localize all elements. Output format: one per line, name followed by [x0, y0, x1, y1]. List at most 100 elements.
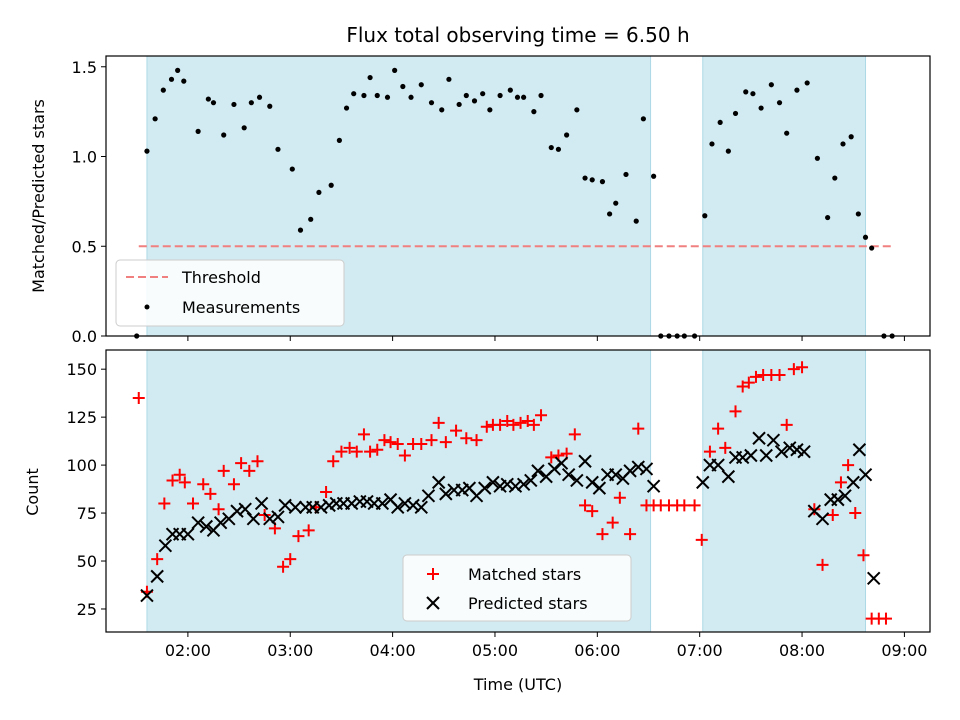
predicted-stars-point: [414, 500, 428, 515]
measurements-point: [814, 155, 821, 161]
measurements-point: [343, 105, 350, 111]
measurements-point: [221, 132, 227, 138]
matched-stars-point: [606, 516, 619, 529]
matched-stars-point: [432, 416, 445, 429]
predicted-stars-point: [314, 500, 328, 515]
measurements-point: [855, 211, 861, 217]
matched-stars-point: [719, 441, 732, 454]
matched-stars-point: [217, 464, 230, 477]
matched-stars-point: [204, 487, 217, 500]
bottom-y-tick-label-2: 75: [77, 504, 97, 523]
measurements-point: [400, 83, 406, 90]
matched-stars-point: [480, 420, 493, 433]
measurements-point: [428, 100, 435, 106]
matched-stars-point: [849, 507, 862, 520]
matched-legend-label: Matched stars: [468, 565, 581, 584]
matched-stars-point: [507, 418, 520, 431]
measurements-point: [709, 141, 715, 147]
measurements-point: [794, 87, 800, 93]
matched-stars-point: [742, 376, 755, 389]
measurements-point: [241, 125, 247, 131]
measurements-point: [538, 92, 544, 99]
predicted-stars-point: [838, 489, 852, 503]
x-tick-label-7: 09:00: [881, 641, 927, 660]
predicted-stars-point: [735, 450, 750, 465]
measurements-point: [840, 141, 846, 147]
top-y-axis-label: Matched/Predicted stars: [29, 99, 48, 293]
predicted-stars-point: [199, 519, 214, 534]
bottom-legend: Matched stars Predicted stars: [402, 554, 632, 622]
x-axis-label: Time (UTC): [473, 675, 562, 694]
measurements-point: [439, 107, 445, 113]
matched-stars-point: [857, 549, 870, 562]
predicted-stars-point: [711, 458, 725, 472]
predicted-legend-label: Predicted stars: [468, 594, 588, 613]
measurements-point: [548, 144, 554, 151]
predicted-stars-point: [478, 481, 492, 495]
matched-stars-point: [212, 503, 225, 516]
top-y-tick-label-2: 1.0: [72, 148, 97, 167]
predicted-stars-point: [516, 477, 531, 491]
predicted-stars-point: [213, 515, 228, 530]
matched-stars-point: [235, 457, 248, 470]
predicted-stars-point: [774, 444, 789, 459]
predicted-stars-series: [140, 431, 881, 603]
matched-stars-point: [712, 422, 725, 435]
predicted-stars-point: [570, 473, 584, 488]
predicted-stars-point: [288, 500, 303, 515]
predicted-stars-point: [150, 569, 164, 584]
x-tick-label-3: 05:00: [472, 641, 518, 660]
matched-stars-point: [364, 445, 377, 458]
measurements-point: [574, 107, 580, 113]
matched-stars-point: [729, 405, 742, 418]
predicted-stars-point: [375, 496, 390, 511]
top-legend-box: [115, 259, 345, 327]
matched-stars-point: [632, 422, 645, 435]
x-tick-label-2: 04:00: [370, 641, 416, 660]
matched-stars-point: [521, 414, 534, 427]
measurements-point: [825, 214, 831, 221]
predicted-stars-point: [759, 448, 773, 463]
measurements-point: [640, 116, 646, 122]
measurements-point: [702, 213, 708, 219]
predicted-stars-point: [191, 515, 205, 530]
matched-stars-point: [695, 533, 708, 546]
matched-stars-point: [816, 558, 829, 571]
matched-stars-point: [166, 474, 179, 487]
x-tick-label-6: 08:00: [779, 641, 825, 660]
measurements-point: [367, 74, 373, 81]
measurements-point: [248, 100, 254, 106]
matched-stars-point: [302, 524, 315, 537]
measurements-point: [168, 76, 175, 82]
bottom-y-tick-label-3: 100: [66, 456, 97, 475]
measurements-point: [351, 91, 357, 97]
predicted-stars-point: [406, 498, 420, 513]
predicted-stars-point: [631, 460, 645, 474]
matched-legend-swatch: [427, 568, 439, 580]
matched-stars-point: [834, 476, 847, 489]
predicted-stars-point: [815, 512, 830, 526]
predicted-stars-point: [721, 469, 736, 484]
predicted-stars-point: [439, 487, 453, 501]
measurements-point: [607, 211, 613, 217]
measurements-point: [869, 245, 875, 251]
predicted-stars-point: [852, 443, 867, 457]
predicted-stars-point: [278, 498, 292, 513]
measurements-point: [231, 101, 237, 108]
measurements-point: [308, 216, 314, 222]
measurements-point: [463, 92, 469, 99]
measurements-point: [651, 173, 657, 179]
measurements-point: [743, 89, 749, 95]
measurements-point: [181, 78, 187, 84]
predicted-stars-point: [263, 512, 277, 526]
predicted-stars-point: [744, 448, 758, 463]
predicted-stars-point: [797, 444, 811, 459]
predicted-stars-point: [524, 473, 538, 488]
measurements-point: [623, 171, 629, 178]
measurements-point: [336, 137, 342, 143]
predicted-stars-point: [531, 464, 545, 478]
matched-stars-point: [780, 418, 793, 431]
measurements-point: [256, 94, 263, 100]
measurements-point: [446, 76, 452, 82]
